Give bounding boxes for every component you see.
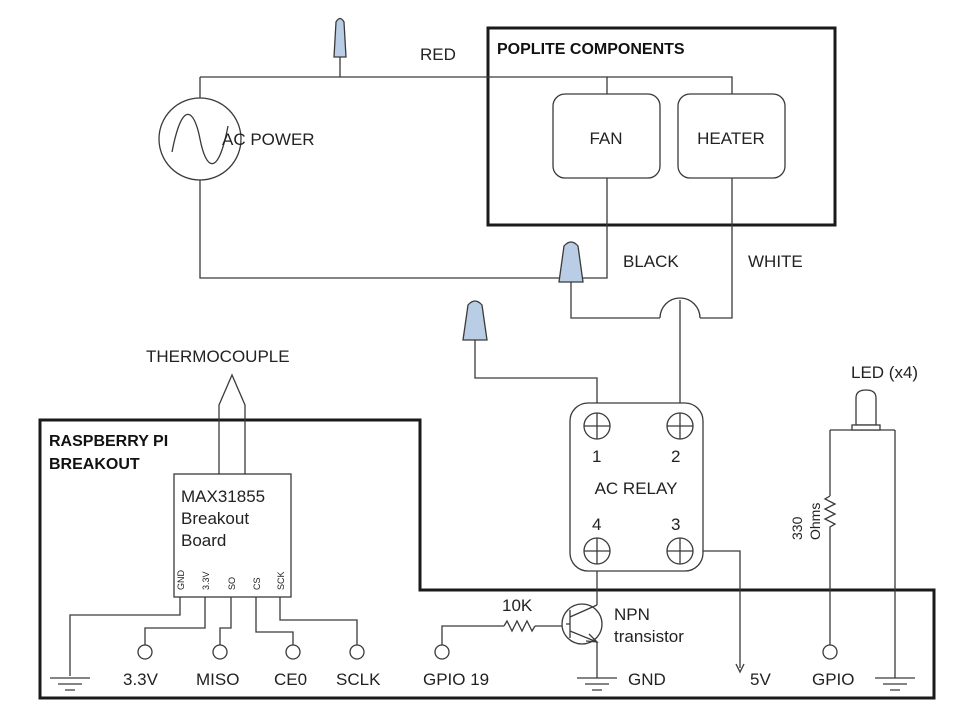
sine-wave-icon <box>171 113 229 165</box>
pin-cs-label: CS <box>252 577 262 590</box>
r10k-label: 10K <box>502 596 533 615</box>
terminal-5v-label: 5V <box>750 670 771 689</box>
ground-icon <box>50 677 90 691</box>
5v-arrow <box>735 663 745 674</box>
ground-icon <box>875 677 915 691</box>
terminal-miso <box>212 644 228 660</box>
npn-transistor <box>561 603 603 645</box>
heater-red-lead <box>607 76 733 94</box>
max-cs-wire <box>255 597 294 645</box>
rpi-title-line1: RASPBERRY PI <box>49 433 168 450</box>
terminal-gnd-label: GND <box>628 670 666 689</box>
max-sck-wire <box>279 597 358 645</box>
red-wire-label: RED <box>420 45 456 64</box>
led <box>851 389 881 431</box>
ac-relay-box <box>569 402 704 572</box>
max-gnd-wire <box>69 597 181 676</box>
terminal-miso-label: MISO <box>196 670 239 689</box>
npn-label-line2: transistor <box>614 627 684 646</box>
terminal-ce0 <box>285 644 301 660</box>
max-so-wire <box>219 597 232 645</box>
gpio19-wire <box>441 625 504 645</box>
max-label-line2: Breakout <box>181 509 249 528</box>
max-label-line3: Board <box>181 531 226 550</box>
relay-title: AC RELAY <box>595 479 678 498</box>
terminal-gpio19 <box>434 644 450 660</box>
white-wire <box>700 178 733 319</box>
thermocouple-leads <box>218 373 246 474</box>
wire-crossover-hop <box>659 297 701 319</box>
ground-icon <box>577 677 617 691</box>
r330-label-line2: Ohms <box>807 503 823 540</box>
resistor-10k <box>503 619 536 633</box>
led-label: LED (x4) <box>851 363 918 382</box>
r330-label-line1: 330 <box>789 516 805 540</box>
terminal-ce0-label: CE0 <box>274 670 307 689</box>
relay-pin-2-label: 2 <box>671 447 680 466</box>
terminal-sclk-label: SCLK <box>336 670 381 689</box>
raspberry-pi-breakout-box <box>38 418 936 700</box>
relay-pin-3-label: 3 <box>671 515 680 534</box>
pin-so-label: SO <box>227 577 237 590</box>
fan-label: FAN <box>589 129 622 148</box>
rpi-title-line2: BREAKOUT <box>49 456 140 473</box>
terminal-gpio <box>822 644 838 660</box>
fan-box <box>552 93 661 179</box>
heater-box <box>677 93 786 179</box>
relay-terminal-4 <box>583 537 611 565</box>
pin-sck-label: SCK <box>276 571 286 590</box>
terminal-3v3 <box>137 644 153 660</box>
pin-33v-label: 3.3V <box>201 571 211 590</box>
terminal-3v3-label: 3.3V <box>123 670 159 689</box>
relay-terminal-2 <box>666 412 694 440</box>
wire-nut-icon <box>462 300 488 341</box>
black-wire <box>199 178 608 279</box>
terminal-gpio-label: GPIO <box>812 670 855 689</box>
ac-power-label: AC POWER <box>222 130 315 149</box>
relay-pin-4-label: 4 <box>592 515 601 534</box>
terminal-gpio19-label: GPIO 19 <box>423 670 489 689</box>
heater-label: HEATER <box>697 129 765 148</box>
wire-nut-icon <box>558 241 584 283</box>
max-label-line1: MAX31855 <box>181 487 265 506</box>
resistor-330 <box>823 495 837 645</box>
max-33v-wire <box>144 597 206 645</box>
relay-1-lead <box>474 340 598 426</box>
max31855-board <box>173 473 292 598</box>
pin-gnd-label: GND <box>176 570 186 591</box>
thermocouple-label: THERMOCOUPLE <box>146 347 290 366</box>
relay-terminal-3 <box>666 537 694 565</box>
npn-label-line1: NPN <box>614 605 650 624</box>
wire-nut-icon <box>333 17 347 58</box>
poplite-components-box <box>486 26 837 227</box>
black-to-relay <box>570 280 660 319</box>
white-wire-label: WHITE <box>748 252 803 271</box>
black-wire-label: BLACK <box>623 252 679 271</box>
terminal-sclk <box>349 644 365 660</box>
relay-terminal-1 <box>583 412 611 440</box>
red-wire <box>200 76 608 94</box>
relay-pin-1-label: 1 <box>592 447 601 466</box>
relay-3-to-5v <box>703 550 741 668</box>
poplite-title: POPLITE COMPONENTS <box>497 41 685 58</box>
